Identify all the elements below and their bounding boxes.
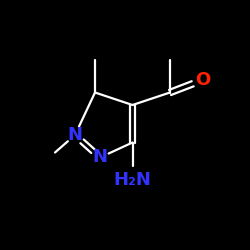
Text: H₂N: H₂N xyxy=(114,171,152,189)
Text: O: O xyxy=(195,71,210,89)
Text: N: N xyxy=(92,148,108,166)
Text: N: N xyxy=(68,126,82,144)
